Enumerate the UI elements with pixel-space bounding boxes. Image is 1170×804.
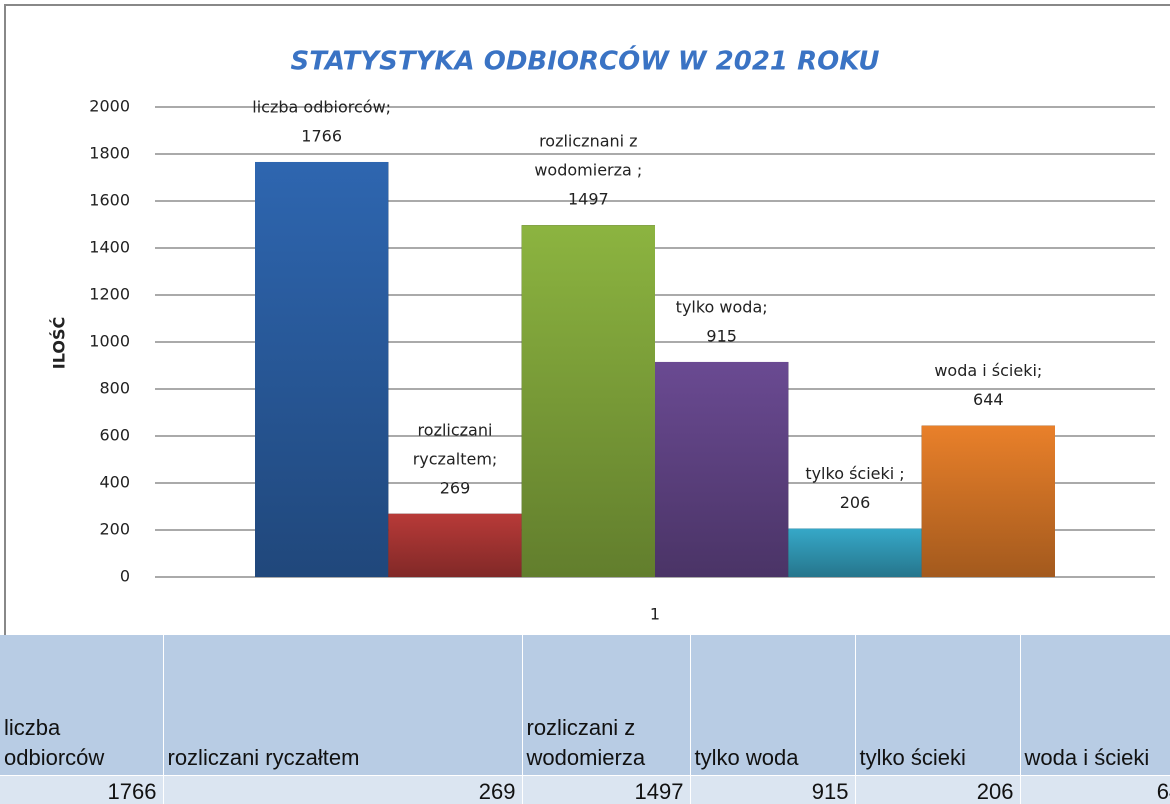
bar (521, 225, 655, 577)
data-label: 915 (706, 326, 737, 345)
header-cell: rozliczani ryczałtem (163, 635, 523, 776)
chart-frame (4, 4, 1170, 635)
data-label: 269 (440, 478, 471, 497)
y-tick-label: 200 (99, 520, 130, 539)
value-cell: 1766 (0, 775, 164, 804)
value-cell: 644 (1020, 775, 1170, 804)
y-tick-label: 2000 (89, 97, 130, 116)
data-label: 206 (840, 493, 871, 512)
y-tick-label: 0 (120, 567, 130, 586)
data-label: 1766 (301, 126, 342, 145)
data-label: rozlicznani z (539, 132, 638, 151)
data-table: liczba odbiorców rozliczani ryczałtem rozl… (0, 635, 1170, 804)
y-axis-label: ILOŚĆ (50, 317, 69, 369)
header-cell: woda i ścieki (1020, 635, 1170, 776)
data-label: tylko woda; (676, 297, 768, 316)
header-cell: tylko ścieki (855, 635, 1021, 776)
data-label: 644 (973, 390, 1004, 409)
y-tick-label: 600 (99, 426, 130, 445)
data-label: ryczaltem; (413, 449, 498, 468)
value-cell: 1497 (522, 775, 691, 804)
table-header: liczba odbiorców rozliczani ryczałtem rozl… (0, 635, 1170, 776)
bar (655, 361, 789, 577)
chart-title: STATYSTYKA ODBIORCÓW W 2021 ROKU (290, 45, 879, 77)
y-tick-label: 1800 (89, 144, 130, 163)
bar (255, 161, 389, 578)
bar (921, 425, 1055, 577)
data-label: tylko ścieki ; (805, 464, 904, 483)
y-tick-label: 800 (99, 379, 130, 398)
chart: STATYSTYKA ODBIORCÓW W 2021 ROKU ILOŚĆ 0… (4, 4, 1170, 635)
header-cell: rozliczani z wodomierza (522, 635, 691, 776)
x-tick-label: 1 (650, 605, 660, 624)
data-label: wodomierza ; (534, 161, 642, 180)
y-tick-label: 400 (99, 473, 130, 492)
value-cell: 206 (855, 775, 1021, 804)
y-tick-label: 1000 (89, 332, 130, 351)
data-label: woda i ścieki; (934, 361, 1042, 380)
data-label: liczba odbiorców; (252, 97, 391, 116)
value-cell: 915 (690, 775, 856, 804)
header-cell: tylko woda (690, 635, 856, 776)
data-label: rozliczani (418, 420, 493, 439)
table-row: 17662691497915206644 (0, 775, 1170, 804)
data-label: 1497 (568, 190, 609, 209)
bar (388, 513, 522, 577)
value-cell: 269 (163, 775, 523, 804)
bar (788, 528, 922, 577)
y-tick-label: 1600 (89, 191, 130, 210)
y-tick-label: 1400 (89, 238, 130, 257)
header-cell: liczba odbiorców (0, 635, 164, 776)
y-tick-label: 1200 (89, 285, 130, 304)
